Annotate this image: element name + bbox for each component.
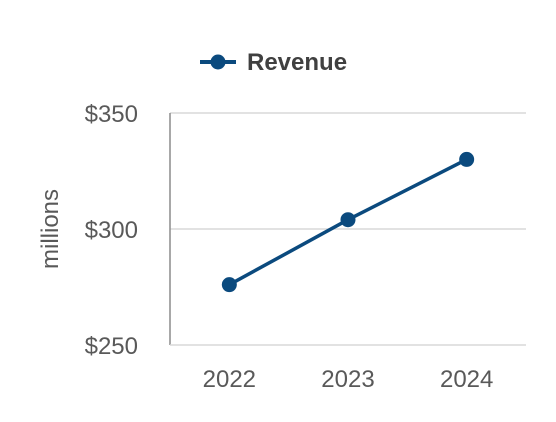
x-tick-label: 2023 — [321, 366, 374, 393]
data-point — [340, 212, 356, 228]
legend-label-revenue: Revenue — [247, 49, 347, 76]
x-tick-label: 2024 — [440, 366, 493, 393]
axis-layer — [169, 113, 526, 346]
data-point — [221, 277, 237, 293]
legend-dot-marker — [210, 54, 226, 70]
series-layer — [221, 151, 475, 293]
y-axis-title: millions — [37, 189, 64, 269]
x-tick-labels: 2022 2023 2024 — [203, 366, 494, 393]
grid-layer — [170, 112, 526, 230]
y-tick-label: $350 — [85, 101, 138, 128]
y-tick-label: $250 — [85, 333, 138, 360]
legend: Revenue — [200, 49, 347, 76]
y-tick-labels: $250 $300 $350 — [85, 101, 138, 360]
data-point — [459, 151, 475, 167]
y-tick-label: $300 — [85, 217, 138, 244]
x-tick-label: 2022 — [203, 366, 256, 393]
